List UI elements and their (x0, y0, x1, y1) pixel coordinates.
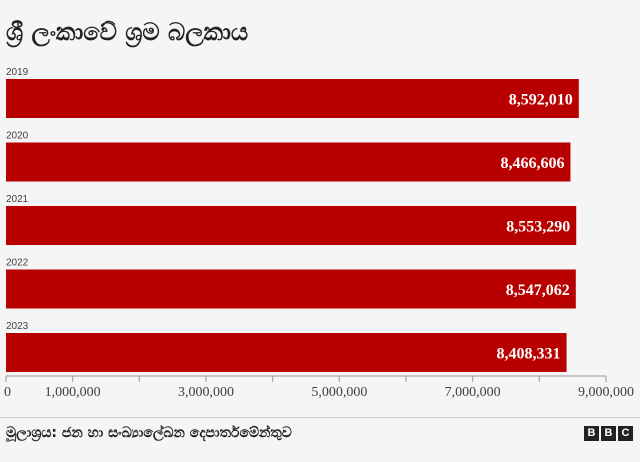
bbc-logo: B B C (584, 426, 633, 441)
year-label-2022: 2022 (6, 258, 29, 269)
x-tick-label-9: 9,000,000 (578, 385, 634, 400)
bbc-logo-letter-b1: B (584, 426, 599, 441)
bar-2020 (6, 142, 571, 182)
bbc-logo-letter-b2: B (601, 426, 616, 441)
source-note: මූලාශ්‍රය: ජන හා සංඛ්‍යාලේඛන දෙපාර්තමේන්… (6, 425, 292, 441)
x-tick-label-3: 3,000,000 (178, 385, 234, 400)
year-label-2020: 2020 (6, 131, 29, 142)
year-label-2019: 2019 (6, 67, 29, 78)
year-label-2021: 2021 (6, 194, 29, 205)
x-tick-label-5: 5,000,000 (311, 385, 367, 400)
bar-2019 (6, 79, 579, 118)
value-label-2023: 8,408,331 (497, 346, 561, 363)
value-label-2022: 8,547,062 (506, 282, 570, 299)
bar-2021 (6, 206, 577, 245)
x-tick-label-7: 7,000,000 (445, 385, 501, 400)
value-label-2021: 8,553,290 (506, 219, 570, 236)
chart-title: ශ්‍රී ලංකාවේ ශ්‍රම බලකාය (6, 18, 249, 46)
bar-2022 (6, 269, 576, 309)
bbc-logo-letter-c: C (618, 426, 633, 441)
footer-divider (0, 417, 640, 418)
x-tick-label-1: 1,000,000 (45, 385, 101, 400)
year-label-2023: 2023 (6, 321, 29, 332)
x-tick-label-0: 0 (4, 385, 11, 400)
value-label-2019: 8,592,010 (509, 92, 573, 109)
value-label-2020: 8,466,606 (500, 155, 564, 172)
bar-2023 (6, 333, 567, 372)
bar-chart: 2019 8,592,010 2020 8,466,606 2021 8,553,290 2… (4, 67, 634, 400)
